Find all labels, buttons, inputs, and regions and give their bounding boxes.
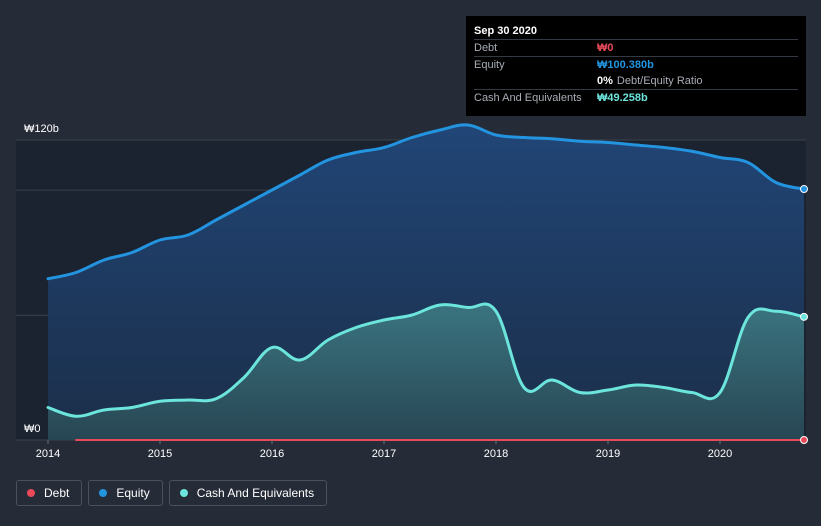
x-tick-label: 2015: [148, 448, 172, 460]
tooltip-row-debt: Debt ₩0: [474, 39, 798, 56]
tooltip-row-cash: Cash And Equivalents ₩49.258b: [474, 89, 798, 106]
series-areas: [48, 124, 804, 440]
cash-dot-icon: [179, 489, 188, 497]
tooltip-debt-value: ₩0: [597, 42, 614, 54]
debt-end-marker: [800, 436, 808, 444]
x-tick-label: 2016: [260, 448, 284, 460]
y-axis-label-bottom: ₩0: [24, 423, 41, 435]
debt-dot-icon: [27, 489, 35, 497]
equity-end-marker: [800, 185, 808, 194]
legend-debt-label: Debt: [44, 486, 70, 500]
cash-area: [48, 304, 804, 440]
tooltip-equity-value: ₩100.380b: [597, 59, 654, 71]
legend-item-cash[interactable]: Cash And Equivalents: [168, 480, 328, 506]
cash-end-marker: [800, 312, 808, 321]
tooltip-cash-value: ₩49.258b: [597, 92, 648, 104]
x-tick-label: 2018: [484, 448, 508, 460]
legend-cash-label: Cash And Equivalents: [196, 486, 315, 500]
legend-equity-label: Equity: [116, 486, 150, 500]
tooltip-date: Sep 30 2020: [474, 25, 537, 37]
x-tick-label: 2014: [36, 448, 60, 460]
x-tick-label: 2020: [708, 448, 732, 460]
tooltip-ratio-value: 0%: [597, 75, 613, 87]
chart-legend: Debt Equity Cash And Equivalents: [16, 480, 328, 506]
equity-area: [48, 124, 804, 440]
tooltip: Sep 30 2020 Debt ₩0 Equity ₩100.380b 0% …: [466, 16, 806, 116]
tooltip-cash-label: Cash And Equivalents: [474, 92, 582, 104]
cash-line: [46, 302, 806, 418]
x-tick-label: 2017: [372, 448, 396, 460]
tooltip-row-ratio: 0% Debt/Equity Ratio: [474, 73, 798, 89]
tooltip-row-equity: Equity ₩100.380b: [474, 56, 798, 73]
y-axis-label-top: ₩120b: [24, 123, 59, 135]
tooltip-ratio-label: Debt/Equity Ratio: [616, 75, 703, 87]
series-end-markers: [800, 185, 808, 444]
legend-item-debt[interactable]: Debt: [16, 480, 83, 506]
equity-line: [46, 123, 806, 281]
legend-item-equity[interactable]: Equity: [88, 480, 163, 506]
equity-dot-icon: [99, 489, 108, 497]
x-axis-ticks: 2014 2015 2016 2017 2018 2019 2020: [36, 440, 732, 460]
series-lines: [46, 123, 806, 442]
tooltip-equity-label: Equity: [474, 59, 505, 71]
tooltip-debt-label: Debt: [474, 42, 498, 54]
x-tick-label: 2019: [596, 448, 620, 460]
